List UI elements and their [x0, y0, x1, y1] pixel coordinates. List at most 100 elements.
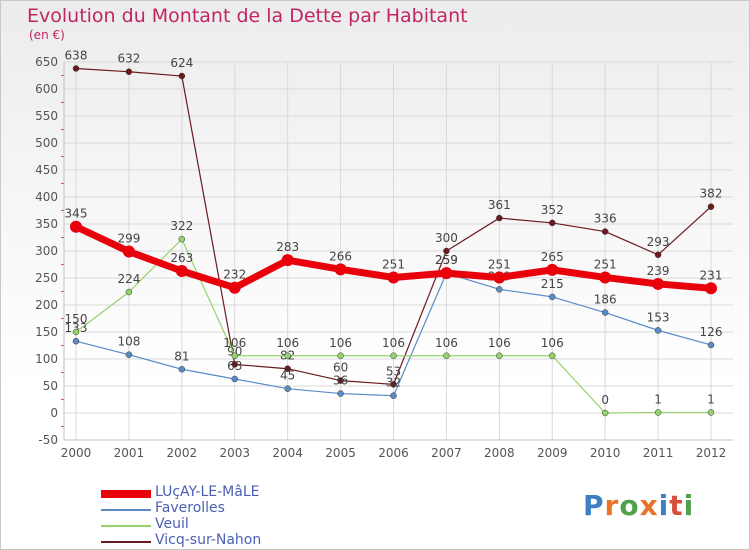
data-point — [178, 366, 186, 373]
data-point — [231, 375, 238, 383]
chart-title: Evolution du Montant de la Dette par Hab… — [27, 5, 468, 27]
data-label: 106 — [488, 336, 511, 350]
data-label: 60 — [333, 361, 348, 375]
data-label: 263 — [170, 251, 193, 265]
data-point — [72, 328, 80, 336]
x-tick-label: 2006 — [378, 446, 409, 460]
data-point — [284, 365, 291, 372]
data-label: 259 — [435, 253, 458, 267]
data-point — [652, 277, 665, 290]
legend-label: Faverolles — [155, 500, 225, 516]
y-tick-label: 50 — [43, 379, 58, 393]
data-point — [601, 228, 609, 235]
data-label: 150 — [65, 312, 88, 326]
data-label: 352 — [541, 203, 564, 217]
data-point — [654, 327, 662, 334]
data-point — [654, 251, 662, 259]
data-label: 45 — [280, 369, 295, 383]
data-label: 251 — [488, 257, 511, 271]
data-point — [390, 381, 397, 388]
y-tick-label: 100 — [35, 352, 58, 366]
data-label: 106 — [382, 336, 405, 350]
data-label: 266 — [329, 249, 352, 263]
data-label: 361 — [488, 198, 511, 212]
data-label: 0 — [601, 393, 609, 407]
legend-swatch — [101, 490, 151, 498]
data-point — [72, 337, 80, 345]
data-label: 53 — [386, 364, 401, 378]
data-point — [496, 286, 503, 293]
data-point — [705, 282, 717, 295]
data-point — [337, 352, 344, 360]
x-tick-label: 2010 — [590, 446, 621, 460]
data-point — [549, 219, 556, 227]
data-point — [337, 390, 344, 397]
data-label: 106 — [541, 336, 564, 350]
data-point — [178, 235, 186, 243]
data-point — [284, 385, 291, 392]
x-tick-label: 2001 — [114, 446, 145, 460]
x-tick-label: 2004 — [272, 446, 303, 460]
data-label: 299 — [117, 232, 140, 246]
data-label: 215 — [541, 277, 564, 291]
data-point — [546, 263, 559, 276]
data-point — [496, 352, 503, 360]
data-point — [175, 264, 188, 277]
y-tick-label: 200 — [35, 298, 58, 312]
data-point — [178, 72, 186, 80]
data-label: 283 — [276, 240, 299, 254]
y-tick-label: 650 — [35, 55, 58, 69]
data-label: 322 — [170, 219, 193, 233]
data-label: 265 — [541, 250, 564, 264]
data-label: 108 — [117, 335, 140, 349]
data-point — [387, 271, 400, 284]
data-label: 224 — [117, 272, 140, 286]
data-point — [390, 392, 397, 399]
data-point — [390, 352, 397, 360]
data-label: 300 — [435, 231, 458, 245]
proxiti-logo: Proxiti — [583, 489, 695, 522]
legend-swatch — [101, 509, 151, 511]
data-point — [654, 409, 662, 416]
data-label: 133 — [65, 321, 88, 335]
data-point — [125, 68, 133, 75]
y-tick-label: 450 — [35, 163, 58, 177]
data-label: 106 — [276, 336, 299, 350]
data-label: 232 — [223, 268, 246, 282]
data-label: 1 — [654, 392, 662, 406]
data-label: 106 — [223, 336, 246, 350]
chart-unit-label: (en €) — [29, 28, 65, 42]
data-point — [601, 309, 609, 316]
data-point — [125, 288, 133, 296]
data-label: 231 — [700, 268, 723, 282]
x-tick-label: 2003 — [219, 446, 250, 460]
data-point — [231, 352, 238, 360]
y-tick-label: 150 — [35, 325, 58, 339]
data-point — [284, 352, 291, 360]
y-tick-label: 550 — [35, 109, 58, 123]
legend-swatch — [101, 541, 151, 543]
y-tick-label: 300 — [35, 244, 58, 258]
data-point — [70, 220, 82, 233]
legend-label: Vicq-sur-Nahon — [155, 532, 262, 548]
data-label: 624 — [170, 56, 193, 70]
data-label: 638 — [65, 48, 88, 62]
x-tick-label: 2009 — [537, 446, 568, 460]
data-label: 293 — [647, 235, 670, 249]
data-label: 382 — [700, 187, 723, 201]
data-point — [440, 267, 453, 280]
x-tick-label: 2011 — [643, 446, 674, 460]
y-tick-label: 250 — [35, 271, 58, 285]
data-point — [443, 352, 450, 360]
data-label: 126 — [700, 325, 723, 339]
data-point — [496, 214, 503, 222]
data-label: 336 — [594, 212, 617, 226]
y-tick-label: 350 — [35, 217, 58, 231]
data-point — [228, 281, 241, 294]
y-tick-label: -50 — [38, 433, 58, 447]
y-tick-label: 400 — [35, 190, 58, 204]
data-label: 32 — [386, 376, 401, 390]
data-point — [707, 341, 715, 349]
data-point — [493, 271, 506, 284]
